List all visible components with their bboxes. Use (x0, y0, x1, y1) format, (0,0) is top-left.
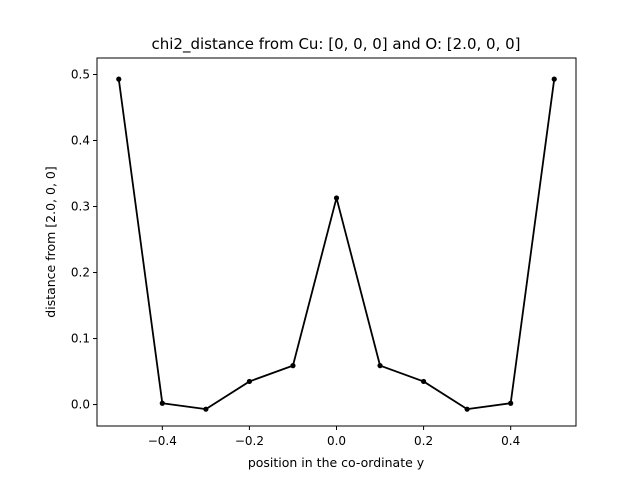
y-tick-label: 0.4 (71, 134, 90, 148)
y-tick-label: 0.3 (71, 200, 90, 214)
data-point (377, 363, 383, 369)
data-point (551, 76, 557, 82)
axes-frame (96, 57, 577, 427)
x-tick-label: 0.0 (327, 434, 346, 448)
y-axis-label: distance from [2.0, 0, 0] (43, 166, 58, 317)
x-axis-label: position in the co-ordinate y (248, 455, 425, 470)
x-tick-label: 0.2 (414, 434, 433, 448)
data-point (333, 195, 340, 201)
x-axis-ticks: −0.4 −0.2 0.0 0.2 0.4 (148, 426, 520, 448)
y-tick-label: 0.2 (71, 266, 90, 280)
y-tick-label: 0.5 (71, 68, 90, 82)
data-point (159, 400, 165, 406)
y-axis-ticks: 0.0 0.1 0.2 0.3 0.4 0.5 (71, 68, 97, 412)
x-tick-label: −0.4 (148, 434, 177, 448)
data-point (246, 378, 253, 385)
data-point (116, 76, 122, 82)
data-point (203, 406, 209, 412)
y-tick-label: 0.0 (71, 398, 90, 412)
series-line (117, 79, 556, 411)
data-point (508, 400, 514, 406)
data-point (464, 406, 470, 412)
plot-area (116, 76, 557, 412)
x-tick-label: 0.4 (501, 434, 520, 448)
y-tick-label: 0.1 (71, 332, 90, 346)
data-point (290, 363, 296, 369)
x-tick-label: −0.2 (235, 434, 264, 448)
data-point (420, 378, 427, 385)
chart-title: chi2_distance from Cu: [0, 0, 0] and O: … (151, 35, 520, 54)
